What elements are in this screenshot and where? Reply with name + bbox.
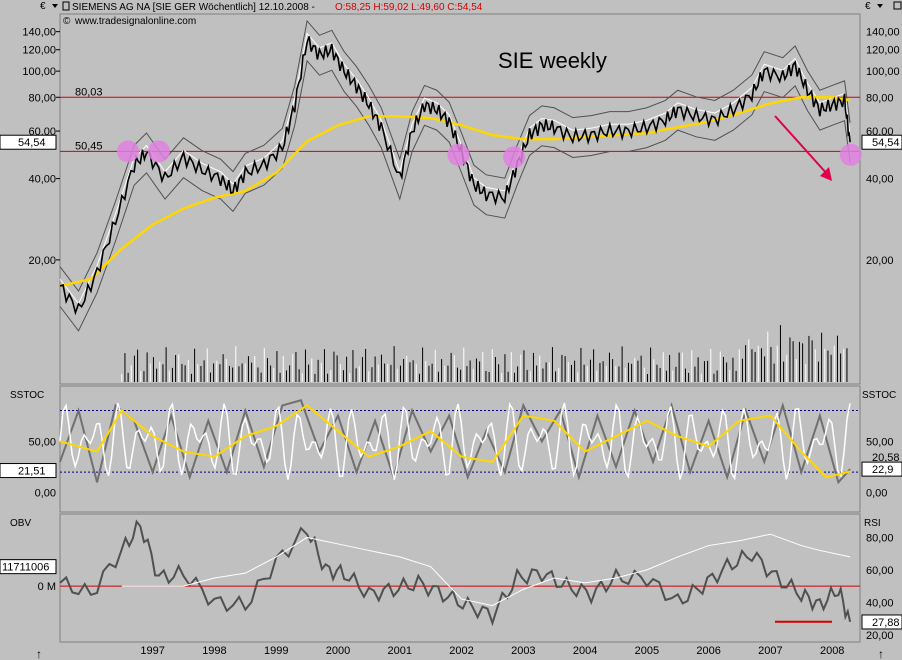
up-arrow-icon-right[interactable]: ↑ (878, 647, 884, 660)
obv-line (59, 519, 852, 627)
sma-line (59, 96, 851, 288)
last-value-left: 54,54 (18, 137, 46, 149)
price-panel (59, 13, 861, 385)
x-axis-label: 2008 (820, 645, 844, 657)
sstoc-main-line (59, 399, 851, 485)
last-value-box-right (861, 134, 902, 150)
support-level-label: 50,45 (75, 140, 103, 152)
sstoc-series-group (59, 399, 860, 485)
x-axis-label: 1999 (264, 645, 288, 657)
currency-left: € (40, 1, 46, 12)
sstoc-last-value: 21,51 (18, 466, 46, 478)
obv-last-box (0, 559, 57, 575)
price-tick-right: 20,00 (866, 255, 894, 267)
x-axis-label: 2003 (511, 645, 535, 657)
sstoc-tick-right: 50,00 (866, 436, 894, 448)
price-tick-right: 120,00 (866, 45, 900, 57)
sstoc-label-right: SSTOC (862, 390, 896, 401)
touch-marker (447, 143, 470, 166)
trend-arrow-line (774, 115, 829, 176)
x-axis-label: 1998 (202, 645, 226, 657)
price-tick-left: 80,00 (28, 92, 56, 104)
price-tick-right: 80,00 (866, 92, 894, 104)
sstoc-tick-left: 0,00 (35, 488, 56, 500)
axes-group: 140,00 140,00 120,00 120,00 100,00 100,00 80,0… (0, 27, 902, 657)
sstoc-signal-line (59, 404, 851, 479)
price-series-group: 80,03 50,45 (59, 19, 862, 382)
source-text: www.tradesignalonline.com (74, 16, 196, 27)
x-axis-label: 2000 (326, 645, 350, 657)
up-arrow-icon[interactable]: ↑ (36, 647, 42, 660)
x-axis-label: 2007 (758, 645, 782, 657)
copyright-icon: © (63, 16, 71, 27)
x-axis-label: 2004 (573, 645, 597, 657)
touch-marker (116, 140, 139, 163)
chart-icon (62, 1, 70, 11)
price-line (59, 36, 851, 316)
rsi-last-box (861, 614, 902, 630)
sstoc-right-value: 22,9 (872, 464, 893, 476)
white-band (59, 32, 851, 305)
close-icon[interactable] (893, 1, 902, 10)
obv-last-value: 11711006 (2, 562, 49, 574)
price-tick-right: 100,00 (866, 66, 900, 78)
rsi-tick-right: 20,00 (866, 630, 894, 642)
obv-series-group (59, 519, 860, 627)
sstoc-tick-right: 0,00 (866, 488, 887, 500)
touch-marker (503, 146, 526, 169)
chart-title: SIE weekly (498, 48, 607, 73)
touch-marker (147, 140, 170, 163)
chart-header-ohlc: O:58,25 H:59,02 L:49,60 C:54,54 (335, 2, 483, 13)
price-tick-left: 40,00 (28, 174, 56, 186)
price-tick-left: 100,00 (22, 66, 56, 78)
x-axis-label: 2001 (388, 645, 412, 657)
rsi-tick-right: 80,00 (866, 532, 894, 544)
price-tick-left: 120,00 (22, 45, 56, 57)
last-value-right: 54,54 (872, 137, 900, 149)
rsi-label: RSI (864, 518, 881, 529)
rsi-line (121, 533, 851, 607)
chart-header-title: SIEMENS AG NA [SIE GER Wöchentlich] 12.1… (72, 2, 315, 13)
touch-marker (839, 143, 862, 166)
last-value-box-left (0, 134, 57, 150)
rsi-tick-right: 40,00 (866, 597, 894, 609)
sstoc-tick-left: 50,00 (28, 436, 56, 448)
support-level-label: 80,03 (75, 86, 103, 98)
chart-header: € € SIEMENS AG NA [SIE GER Wöchentlich] … (40, 1, 902, 73)
price-tick-left: 140,00 (22, 27, 56, 39)
obv-tick-left: 0 M (38, 581, 56, 593)
price-tick-right: 40,00 (866, 174, 894, 186)
sstoc-last-box (0, 463, 57, 479)
price-tick-left: 20,00 (28, 255, 56, 267)
obv-rsi-panel (59, 513, 861, 643)
sstoc-label-left: SSTOC (10, 390, 44, 401)
dropdown-icon-right[interactable] (877, 4, 883, 8)
trend-arrow-head (820, 167, 832, 181)
currency-right: € (865, 1, 871, 12)
sstoc-right-box (861, 461, 902, 477)
upper-band (59, 19, 851, 292)
x-axis-label: 2005 (635, 645, 659, 657)
x-axis-label: 2002 (449, 645, 473, 657)
sstoc-right-partial-value: 20,58 (872, 452, 900, 464)
x-axis-label: 2006 (696, 645, 720, 657)
rsi-last-value: 27,88 (872, 617, 900, 629)
dropdown-icon[interactable] (52, 4, 58, 8)
obv-label: OBV (10, 518, 31, 529)
x-axis-label: 1997 (140, 645, 164, 657)
sstoc-fast-line (59, 401, 851, 481)
rsi-tick-right: 60,00 (866, 565, 894, 577)
price-tick-right: 140,00 (866, 27, 900, 39)
